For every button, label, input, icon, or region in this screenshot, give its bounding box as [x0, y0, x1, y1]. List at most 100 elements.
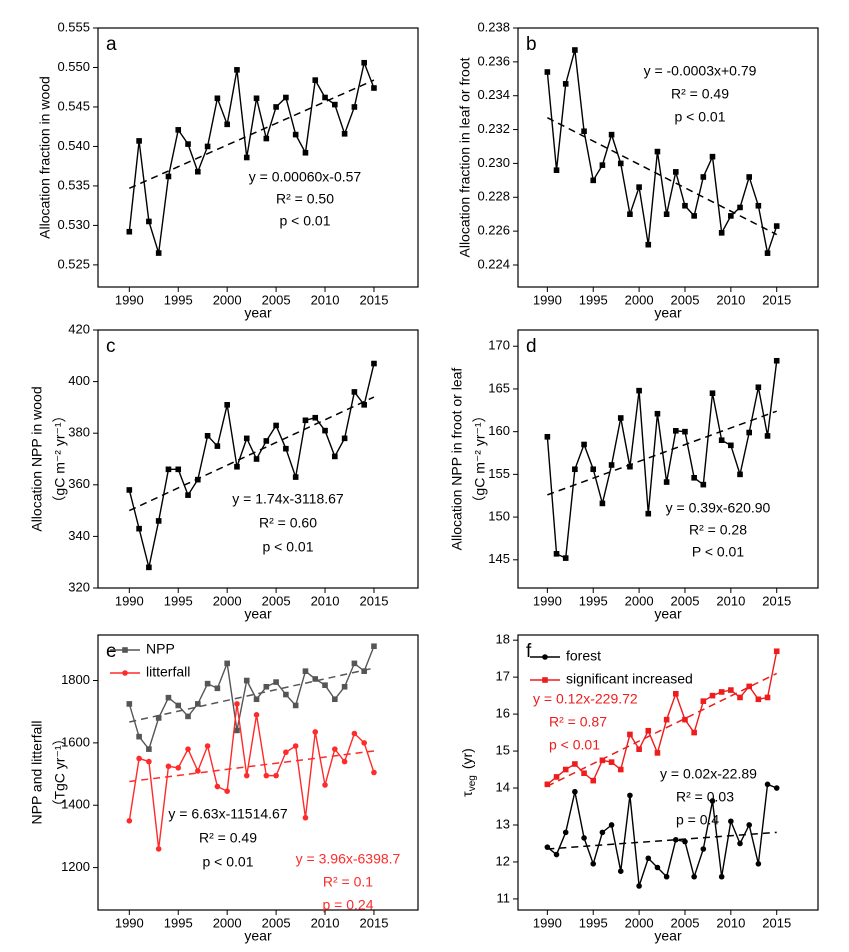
point	[302, 149, 309, 156]
point	[243, 435, 250, 442]
panel-label: c	[106, 336, 116, 357]
point	[590, 777, 597, 784]
point	[175, 765, 182, 771]
annotation: R² = 0.49	[199, 830, 257, 846]
annotation: y = 1.74x-3118.67	[232, 491, 344, 507]
point	[263, 135, 270, 142]
point	[234, 727, 240, 734]
point	[361, 740, 367, 746]
point	[302, 668, 309, 674]
point	[709, 798, 716, 804]
annotation: y = -0.0003x+0.79	[644, 63, 757, 79]
point	[773, 785, 780, 791]
point	[361, 402, 367, 408]
x-tick-label: 1990	[115, 915, 144, 930]
y-tick-label: 420	[68, 321, 90, 336]
point	[627, 792, 633, 799]
point	[700, 481, 707, 488]
point	[126, 818, 133, 824]
point	[155, 846, 162, 852]
point	[691, 729, 697, 736]
y-tick-label: 17	[496, 669, 510, 684]
point	[165, 763, 172, 770]
point	[645, 241, 652, 248]
point	[645, 855, 652, 862]
point	[608, 759, 615, 765]
point	[672, 836, 679, 843]
y-tick-label: 320	[68, 579, 90, 594]
annotation: y = 0.12x-229.72	[533, 691, 638, 707]
point	[292, 702, 299, 709]
y-axis-label: Allocation NPP in wood	[29, 386, 45, 531]
y-tick-label: 13	[496, 816, 510, 831]
point	[351, 389, 358, 395]
y-tick-label: 170	[488, 338, 510, 353]
point	[243, 154, 250, 161]
panel-label: b	[526, 34, 537, 55]
point	[581, 128, 587, 135]
point	[175, 466, 182, 473]
point	[253, 712, 260, 718]
point	[718, 689, 725, 695]
point	[728, 213, 734, 219]
point	[654, 410, 661, 417]
point	[214, 95, 221, 102]
point	[185, 713, 191, 720]
y-tick-label: 15	[496, 742, 510, 757]
point	[332, 453, 338, 460]
point	[175, 127, 182, 133]
point	[126, 228, 133, 235]
point	[341, 683, 348, 690]
x-tick-label: 1995	[579, 292, 608, 307]
annotation: y = 3.96x-6398.7	[296, 851, 401, 867]
point	[165, 173, 172, 180]
point	[617, 868, 624, 874]
annotation: p < 0.01	[263, 539, 314, 555]
y-tick-label: 0.234	[477, 87, 510, 102]
point	[361, 668, 367, 674]
point	[773, 357, 780, 364]
annotation: p < 0.01	[203, 854, 254, 870]
point	[234, 463, 240, 470]
point	[764, 250, 771, 256]
point	[214, 783, 221, 790]
point	[755, 202, 762, 209]
point	[572, 788, 578, 795]
point	[682, 838, 688, 845]
point	[263, 683, 270, 690]
point	[737, 840, 743, 847]
point	[581, 770, 587, 777]
point	[645, 510, 652, 517]
x-tick-label: 2010	[716, 292, 745, 307]
y-tick-label: 0.555	[57, 19, 90, 34]
point	[185, 492, 191, 498]
point	[553, 851, 560, 858]
point	[617, 160, 624, 167]
plot-frame	[97, 634, 419, 911]
point	[273, 422, 279, 429]
point	[746, 822, 752, 828]
point	[553, 551, 560, 557]
x-tick-label: 2005	[262, 593, 291, 608]
annotation: p < 0.01	[280, 213, 331, 229]
x-tick-label: 2000	[625, 593, 654, 608]
y-axis-label: （gC m⁻² yr⁻¹）	[52, 408, 68, 509]
annotation: y = 6.63x-11514.67	[168, 806, 287, 822]
x-tick-label: 2015	[360, 292, 389, 307]
trend-line	[129, 667, 375, 723]
annotation: R² = 0.50	[276, 191, 334, 207]
point	[608, 462, 615, 468]
y-axis-label: Allocation fraction in leaf or froot	[457, 57, 473, 257]
point	[126, 487, 133, 493]
point	[636, 883, 642, 889]
trend-line	[128, 396, 375, 512]
panel-label: e	[106, 641, 117, 662]
trend-line	[129, 79, 375, 189]
point	[322, 682, 328, 688]
point	[663, 873, 670, 880]
y-tick-label: 0.226	[477, 223, 510, 238]
annotation: R² = 0.49	[671, 86, 729, 102]
point	[195, 701, 201, 707]
x-tick-label: 2015	[360, 593, 389, 608]
x-tick-label: 2010	[311, 915, 340, 930]
